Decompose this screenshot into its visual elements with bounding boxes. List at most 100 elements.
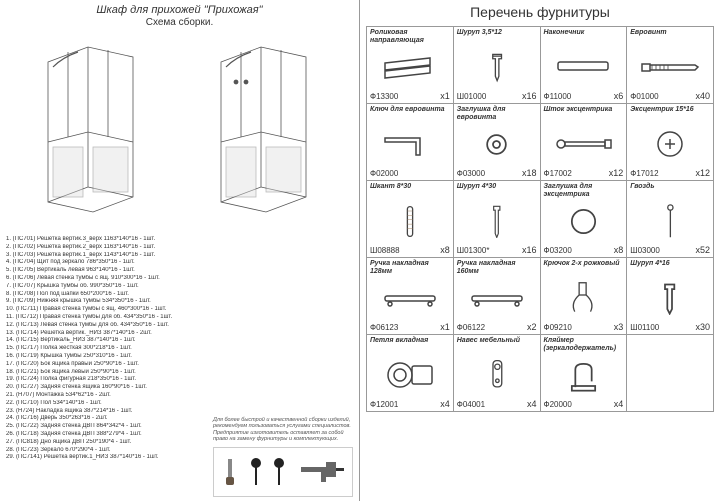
hw-qty: x16 (522, 91, 537, 101)
hardware-cell: Заглушка для эксцентрика Ф03200 x8 (541, 181, 628, 258)
hw-name: Заглушка для евровинта (457, 106, 537, 121)
hw-name: Ключ для евровинта (370, 106, 450, 120)
left-subtitle: Схема сборки. (6, 17, 353, 28)
hw-qty: x2 (527, 322, 537, 332)
hw-code: Ш01000 (457, 92, 487, 101)
hw-qty: x16 (522, 245, 537, 255)
hw-icon (457, 351, 537, 399)
part-line: 16. (ПС719) Крышка тумбы 250*310*16 - 1ш… (6, 353, 353, 361)
part-line: 7. (ПС707) Крышка тумбы об. 990*350*16 -… (6, 283, 353, 291)
hw-qty: x4 (440, 399, 450, 409)
hw-name: Кляймер (зеркалодержатель) (544, 337, 624, 352)
left-title: Шкаф для прихожей "Прихожая" (6, 4, 353, 16)
hw-qty: x1 (440, 91, 450, 101)
part-line: 18. (ПС721) Бок ящика левый 250*90*16 - … (6, 369, 353, 377)
hw-name: Гвоздь (630, 183, 710, 197)
hardware-cell (627, 335, 714, 412)
hardware-cell: Гвоздь Ш03000 x52 (627, 181, 714, 258)
hardware-cell: Крючок 2-х рожковый Ф09210 x3 (541, 258, 628, 335)
hw-code: Ф20000 (544, 400, 572, 409)
hw-code: Ш01300* (457, 246, 490, 255)
assembly-note: Для более быстрой и качественной сборки … (213, 417, 353, 443)
part-line: 9. (ПС709) Нижняя крышка тумбы 534*350*1… (6, 298, 353, 306)
hw-code: Ф12001 (370, 400, 398, 409)
hw-code: Ф03200 (544, 246, 572, 255)
part-line: 10. (ПС711) Правая стенка тумбы с ящ. 46… (6, 306, 353, 314)
hardware-cell: Ключ для евровинта Ф02000 (367, 104, 454, 181)
hw-name: Шкант 8*30 (370, 183, 450, 197)
hw-icon (630, 351, 710, 409)
hw-name: Наконечник (544, 29, 624, 43)
hardware-cell: Шкант 8*30 Ш08888 x8 (367, 181, 454, 258)
hardware-cell: Роликовая направляющая Ф13300 x1 (367, 27, 454, 104)
right-title: Перечень фурнитуры (366, 4, 714, 20)
hw-code: Ф11000 (544, 92, 572, 101)
hw-code: Ф02000 (370, 169, 398, 178)
hw-icon (544, 43, 624, 91)
part-line: 8. (ПС708) Пол под шапки 650*200*16 - 1ш… (6, 291, 353, 299)
part-line: 21. (Н707) Монтажка 534*62*16 - 2шт. (6, 392, 353, 400)
hw-name (630, 337, 710, 351)
hw-code: Ф09210 (544, 323, 572, 332)
hardware-cell: Ручка накладная 160мм Ф06122 x2 (454, 258, 541, 335)
hw-icon (544, 352, 624, 399)
hw-name: Евровинт (630, 29, 710, 43)
hw-name: Ручка накладная 160мм (457, 260, 537, 275)
hw-qty: x52 (695, 245, 710, 255)
hw-name: Крючок 2-х рожковый (544, 260, 624, 274)
part-line: 2. (ПС702) Решетка вертик.2_верх 1163*14… (6, 244, 353, 252)
hw-name: Роликовая направляющая (370, 29, 450, 44)
part-line: 13. (ПС714) Решетка вертик._НИЗ 387*140*… (6, 330, 353, 338)
hw-qty: x12 (609, 168, 624, 178)
hw-code: Ш03000 (630, 246, 660, 255)
part-line: 6. (ПС706) Левая стенка тумбы с ящ. 910*… (6, 275, 353, 283)
hw-icon (630, 43, 710, 91)
hw-code: Ф06123 (370, 323, 398, 332)
part-line: 4. (ПС704) Щит под зеркало 786*350*16 - … (6, 259, 353, 267)
assembly-diagram (6, 32, 353, 232)
hardware-cell: Евровинт Ф01000 x40 (627, 27, 714, 104)
hw-qty: x8 (440, 245, 450, 255)
hardware-cell: Навес мебельный Ф04001 x4 (454, 335, 541, 412)
hw-icon (457, 197, 537, 245)
hw-qty: x3 (614, 322, 624, 332)
hw-name: Шток эксцентрика (544, 106, 624, 120)
hardware-cell: Эксцентрик 15*16 Ф17012 x12 (627, 104, 714, 181)
hw-name: Петля вкладная (370, 337, 450, 351)
hw-qty: x12 (695, 168, 710, 178)
hw-qty: x18 (522, 168, 537, 178)
part-line: 17. (ПС720) Бок ящика правый 250*90*16 -… (6, 361, 353, 369)
hw-name: Навес мебельный (457, 337, 537, 351)
hw-qty: x30 (695, 322, 710, 332)
hw-icon (630, 197, 710, 245)
hw-qty: x4 (614, 399, 624, 409)
hw-icon (544, 274, 624, 322)
hw-qty: x1 (440, 322, 450, 332)
hardware-cell: Шуруп 4*16 Ш01100 x30 (627, 258, 714, 335)
part-line: 22. (ПС710) Пол 534*140*16 - 1шт. (6, 400, 353, 408)
hw-name: Шуруп 3,5*12 (457, 29, 537, 43)
tools-box (213, 447, 353, 497)
part-line: 5. (ПС705) Вертикаль левая 963*140*16 - … (6, 267, 353, 275)
hw-icon (630, 120, 710, 168)
hardware-cell: Петля вкладная Ф12001 x4 (367, 335, 454, 412)
hw-icon (457, 43, 537, 91)
hw-icon (544, 198, 624, 245)
hardware-cell: Наконечник Ф11000 x6 (541, 27, 628, 104)
hw-icon (457, 121, 537, 168)
hw-code: Ф03000 (457, 169, 485, 178)
hardware-cell: Шток эксцентрика Ф17002 x12 (541, 104, 628, 181)
hw-name: Заглушка для эксцентрика (544, 183, 624, 198)
hw-icon (630, 274, 710, 322)
hw-code: Ф13300 (370, 92, 398, 101)
part-line: 12. (ПС713) Левая стенка тумбы для об. 4… (6, 322, 353, 330)
hw-icon (370, 44, 450, 91)
hw-code: Ш01100 (630, 323, 659, 332)
hw-name: Шуруп 4*30 (457, 183, 537, 197)
part-line: 1. (ПС701) Решетка вертик.3_верх 1163*14… (6, 236, 353, 244)
hw-icon (370, 275, 450, 322)
hw-qty: x4 (527, 399, 537, 409)
hw-code: Ф17012 (630, 169, 658, 178)
part-line: 14. (ПС715) Вертикаль_НИЗ 387*140*16 - 1… (6, 337, 353, 345)
hw-code: Ф17002 (544, 169, 572, 178)
